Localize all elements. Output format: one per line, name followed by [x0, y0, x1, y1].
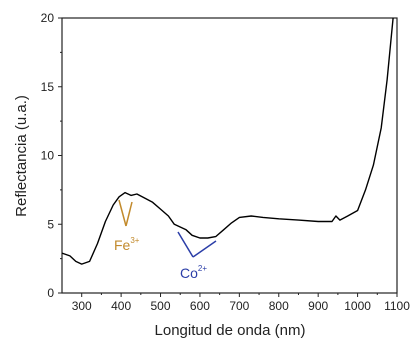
series-layer	[61, 17, 394, 265]
fe-annotation: Fe3+	[114, 199, 140, 253]
fe-arrow-line-2	[125, 201, 133, 227]
fe-sup: 3+	[130, 236, 139, 245]
co-sup: 2+	[198, 264, 207, 273]
y-tick-label: 5	[47, 217, 54, 231]
plot-frame	[61, 17, 398, 294]
reflectance-line	[61, 17, 394, 265]
y-tick-label: 15	[41, 80, 55, 94]
x-tick-label: 1000	[344, 299, 371, 313]
annotations: Fe3+ Co2+	[114, 199, 217, 281]
x-tick-label: 400	[111, 299, 131, 313]
x-tick-label: 900	[308, 299, 328, 313]
co-arrow-line-2	[192, 240, 217, 258]
x-tick-label: 500	[151, 299, 171, 313]
y-tick-label: 0	[47, 286, 54, 300]
y-tick-label: 10	[41, 149, 55, 163]
co-arrow-line-1	[177, 231, 194, 258]
co-annotation: Co2+	[177, 231, 217, 281]
y-axis-title: Reflectancia (u.a.)	[13, 95, 30, 217]
y-tick-label: 20	[41, 11, 55, 25]
fe-arrow-line-1	[118, 199, 127, 227]
ticks: 300 400 500 600 700 800 900 1000 1100 0 5 10 15 20	[41, 11, 411, 313]
co-text: Co	[180, 265, 198, 281]
axes	[61, 17, 398, 294]
x-tick-label: 300	[72, 299, 92, 313]
x-tick-label: 600	[190, 299, 210, 313]
co-label: Co2+	[180, 264, 207, 281]
x-tick-label: 700	[229, 299, 249, 313]
x-tick-label: 800	[269, 299, 289, 313]
fe-label: Fe3+	[114, 236, 140, 253]
fe-text: Fe	[114, 237, 131, 253]
x-axis-title: Longitud de onda (nm)	[155, 322, 306, 339]
x-tick-label: 1100	[384, 299, 410, 313]
